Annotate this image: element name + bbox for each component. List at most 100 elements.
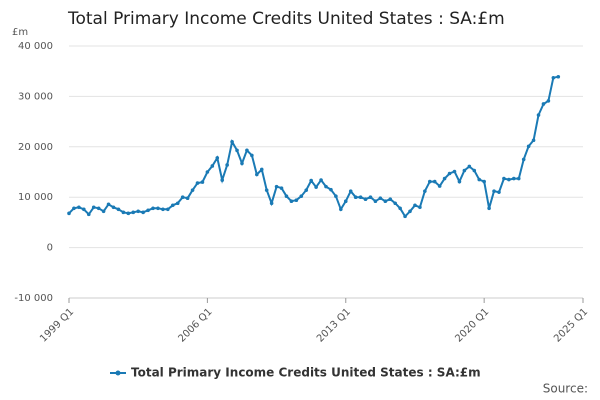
point <box>294 198 299 203</box>
point <box>497 190 501 194</box>
point <box>136 209 140 214</box>
point <box>363 197 368 202</box>
point <box>156 206 160 211</box>
point <box>96 206 101 211</box>
x-tick-label: 2006 Q1 <box>177 306 215 344</box>
point <box>324 184 328 189</box>
legend-marker <box>115 370 121 376</box>
point <box>245 148 249 153</box>
point <box>467 164 472 169</box>
point <box>190 188 195 192</box>
point <box>250 153 254 158</box>
y-axis-label: £m <box>12 27 28 38</box>
y-tick-label: 0 <box>47 243 53 254</box>
y-tick-label: 40 000 <box>18 41 53 52</box>
point <box>556 74 561 79</box>
point <box>487 206 491 211</box>
point <box>383 199 388 204</box>
point <box>403 214 407 219</box>
point <box>472 168 477 173</box>
point <box>368 195 373 199</box>
point <box>195 181 200 185</box>
point <box>289 199 294 204</box>
point <box>111 205 116 210</box>
point <box>452 169 457 174</box>
point <box>235 148 239 153</box>
point <box>427 179 432 184</box>
point <box>161 207 165 212</box>
point <box>358 195 363 199</box>
point <box>146 208 150 213</box>
point <box>116 207 121 212</box>
point <box>398 206 402 211</box>
point <box>526 144 531 149</box>
point <box>536 113 541 117</box>
point <box>388 197 393 202</box>
chart-title: Total Primary Income Credits United Stat… <box>67 9 505 29</box>
point <box>299 194 304 198</box>
legend-label: Total Primary Income Credits United Stat… <box>131 366 481 380</box>
point <box>334 194 338 198</box>
point <box>348 189 353 193</box>
point <box>126 211 131 216</box>
point <box>269 201 274 206</box>
point <box>170 203 175 208</box>
point <box>408 209 412 214</box>
point <box>210 164 215 168</box>
point <box>274 184 279 189</box>
point <box>215 156 220 160</box>
point <box>423 189 427 193</box>
point <box>531 138 536 143</box>
point <box>502 176 506 181</box>
point <box>492 189 496 193</box>
point <box>432 179 437 184</box>
point <box>319 178 323 182</box>
point <box>418 205 422 210</box>
source: Source: <box>543 382 588 396</box>
point <box>230 139 234 144</box>
point <box>442 176 447 181</box>
point <box>378 196 383 201</box>
point <box>516 176 521 181</box>
point <box>457 179 462 184</box>
point <box>131 210 136 215</box>
point <box>175 201 180 206</box>
point <box>343 199 348 204</box>
point <box>304 188 309 192</box>
point <box>482 179 486 184</box>
point <box>240 161 244 166</box>
point <box>477 177 482 182</box>
point <box>220 178 225 182</box>
point <box>225 163 229 167</box>
point <box>72 206 76 211</box>
y-tick-label: 20 000 <box>18 142 53 153</box>
point <box>309 178 313 183</box>
x-tick-label: 2025 Q1 <box>552 306 590 344</box>
x-tick-label: 2013 Q1 <box>315 306 353 344</box>
x-tick-label: 2020 Q1 <box>453 306 491 344</box>
point <box>353 195 358 199</box>
point <box>121 210 126 215</box>
point <box>393 201 397 206</box>
point <box>86 212 91 217</box>
point <box>166 207 170 212</box>
point <box>551 75 556 80</box>
point <box>462 168 467 173</box>
point <box>180 195 185 199</box>
point <box>284 194 289 198</box>
point <box>507 177 511 182</box>
point <box>151 206 155 211</box>
point <box>437 184 442 188</box>
point <box>521 157 526 162</box>
point <box>447 171 452 176</box>
point <box>546 99 551 103</box>
point <box>373 199 378 204</box>
point <box>205 170 210 174</box>
point <box>259 167 264 172</box>
point <box>106 202 111 207</box>
y-tick-label: 10 000 <box>18 192 53 203</box>
point <box>255 172 259 177</box>
point <box>314 185 318 189</box>
point <box>279 186 284 190</box>
